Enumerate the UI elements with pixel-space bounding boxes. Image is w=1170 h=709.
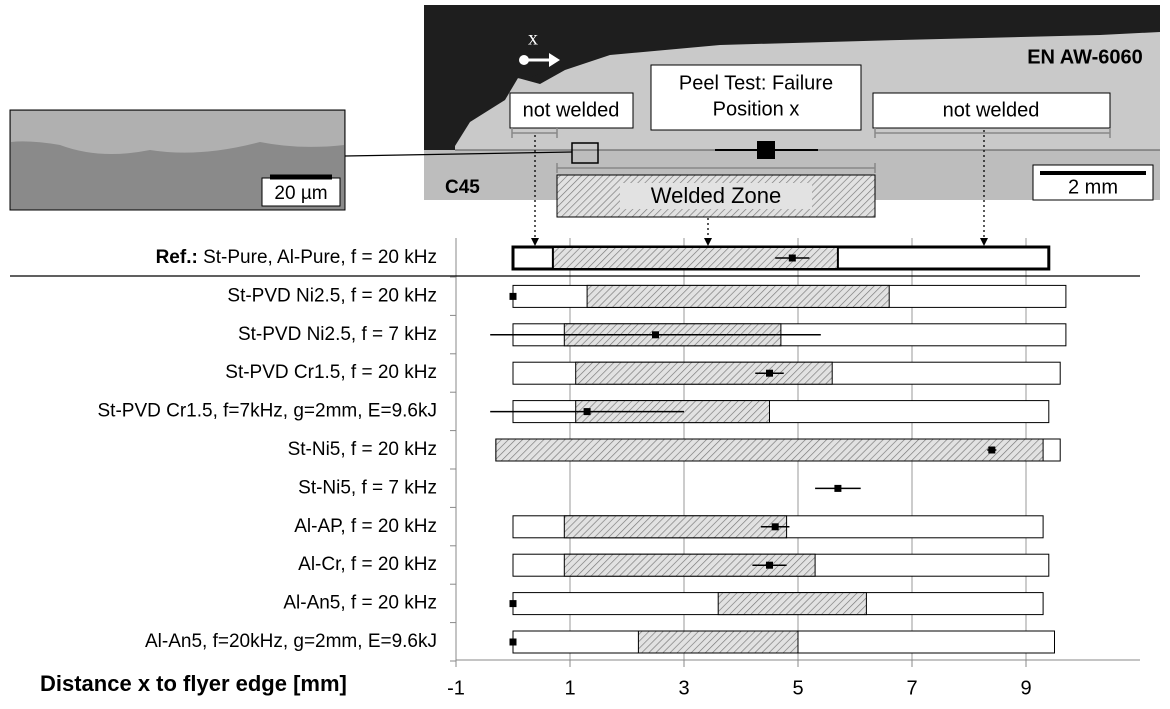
peel-title: Peel Test: Failure <box>679 72 833 94</box>
x-tick-label: 1 <box>564 677 575 699</box>
x-axis-title: Distance x to flyer edge [mm] <box>40 671 347 696</box>
x-tick-label: 5 <box>792 677 803 699</box>
macro-scale: 2 mm <box>1068 176 1118 198</box>
welded-zone-label: Welded Zone <box>651 183 781 208</box>
failure-point <box>766 370 773 377</box>
failure-point <box>510 639 517 646</box>
chart: -1 1 3 5 7 9 Distance x to flyer edge [mm] Ref.… <box>10 238 1140 699</box>
welded-zone <box>496 439 1043 461</box>
x-tick-label: -1 <box>447 677 465 699</box>
failure-point <box>766 562 773 569</box>
failure-point <box>789 255 796 262</box>
ref-label: Ref.: <box>156 247 198 268</box>
row-label: St-PVD Cr1.5, f=7kHz, g=2mm, E=9.6kJ <box>98 401 438 422</box>
row-label: St-Ni5, f = 7 kHz <box>298 477 437 498</box>
welded-zone <box>587 285 889 307</box>
failure-point <box>772 523 779 530</box>
x-arrow-label: x <box>528 28 538 50</box>
row-label: St-PVD Ni2.5, f = 20 kHz <box>227 285 437 306</box>
page: 20 µm x EN AW-6060 C45 not welded not we… <box>0 0 1170 704</box>
not-welded-right: not welded <box>943 99 1040 121</box>
failure-point <box>652 331 659 338</box>
base-label: C45 <box>445 177 480 198</box>
row-label: Al-AP, f = 20 kHz <box>294 516 437 537</box>
flyer-label: EN AW-6060 <box>1027 46 1143 68</box>
not-welded-left: not welded <box>523 99 620 121</box>
failure-point <box>584 408 591 415</box>
failure-point <box>834 485 841 492</box>
row-label: Ref.: St-Pure, Al-Pure, f = 20 kHz <box>156 247 437 268</box>
row-label: Al-An5, f = 20 kHz <box>283 593 437 614</box>
failure-point <box>510 293 517 300</box>
peel-title: Position x <box>713 98 800 120</box>
row-label: Al-An5, f=20kHz, g=2mm, E=9.6kJ <box>145 631 437 652</box>
x-tick-label: 7 <box>906 677 917 699</box>
welded-zone <box>576 362 833 384</box>
welded-zone <box>564 516 786 538</box>
failure-point <box>988 447 995 454</box>
row-label: St-PVD Cr1.5, f = 20 kHz <box>225 362 437 383</box>
x-tick-label: 9 <box>1020 677 1031 699</box>
failure-point <box>510 600 517 607</box>
welded-zone <box>718 593 866 615</box>
micro-scale: 20 µm <box>274 183 327 204</box>
welded-zone <box>638 631 798 653</box>
row-label: Al-Cr, f = 20 kHz <box>298 554 437 575</box>
row-label: St-PVD Ni2.5, f = 7 kHz <box>238 324 437 345</box>
x-tick-label: 3 <box>678 677 689 699</box>
row-label: St-Ni5, f = 20 kHz <box>288 439 437 460</box>
row-label-text: St-Pure, Al-Pure, f = 20 kHz <box>203 247 437 268</box>
micro-image: 20 µm <box>10 110 345 210</box>
